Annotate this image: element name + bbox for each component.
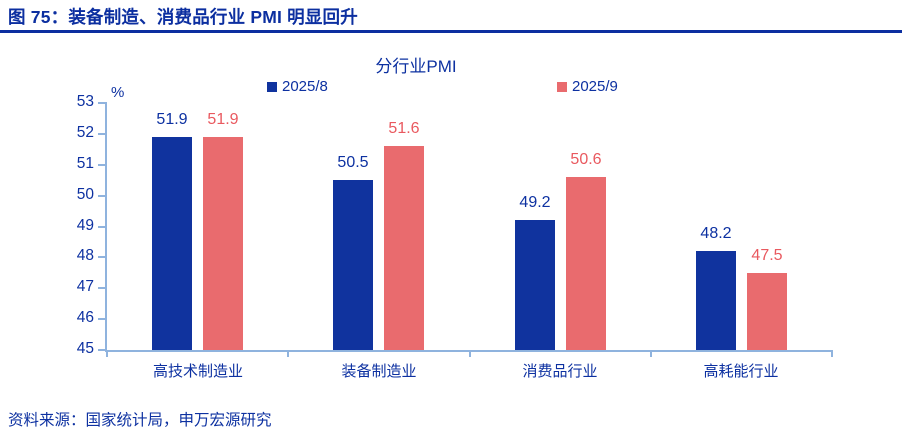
bar-2025/9-装备制造业 xyxy=(384,146,424,350)
bar-value-label-2025/9-消费品行业: 50.6 xyxy=(570,151,602,168)
bar-value-label-2025/9-高耗能行业: 47.5 xyxy=(751,247,783,264)
y-axis-tick-label: 47 xyxy=(76,278,94,296)
legend-swatch-blue-icon xyxy=(267,81,277,92)
legend-item-2025-9: 2025/9 xyxy=(557,78,618,95)
y-axis-tick-label: 50 xyxy=(76,185,94,203)
x-category-label-装备制造业: 装备制造业 xyxy=(341,363,417,380)
y-axis-tick xyxy=(98,287,107,290)
bar-value-label-2025/8-高耗能行业: 48.2 xyxy=(700,225,732,242)
source-note: 资料来源：国家统计局，申万宏源研究 xyxy=(8,412,272,429)
x-category-label-高耗能行业: 高耗能行业 xyxy=(703,363,779,380)
bar-2025/9-高耗能行业 xyxy=(747,273,787,350)
x-axis-tick xyxy=(650,350,652,357)
bar-value-label-2025/8-高技术制造业: 51.9 xyxy=(156,111,188,128)
y-axis-tick-label: 53 xyxy=(76,93,94,110)
bar-2025/8-高耗能行业 xyxy=(696,251,736,350)
bar-2025/9-高技术制造业 xyxy=(203,137,243,350)
y-axis-tick xyxy=(98,256,107,259)
bar-value-label-2025/8-消费品行业: 49.2 xyxy=(519,194,551,211)
legend-swatch-red-icon xyxy=(557,81,567,92)
chart-title: 分行业PMI xyxy=(375,57,457,76)
bar-2025/8-高技术制造业 xyxy=(152,137,192,350)
y-axis-tick-label: 48 xyxy=(76,247,94,265)
legend-item-2025-8: 2025/8 xyxy=(267,78,328,95)
bar-value-label-2025/8-装备制造业: 50.5 xyxy=(337,154,369,171)
figure-title: 图 75：装备制造、消费品行业 PMI 明显回升 xyxy=(8,7,358,27)
plot-area: 45 46 47 48 49 50 51 52 53 51.9 51.9 高技术制造业 50.5 51.6… xyxy=(77,93,833,380)
y-axis-unit-label: % xyxy=(111,84,125,101)
bar-2025/8-消费品行业 xyxy=(515,220,555,350)
title-underline xyxy=(0,30,902,33)
y-axis-tick-label: 49 xyxy=(76,216,94,234)
x-category-label-高技术制造业: 高技术制造业 xyxy=(152,363,243,380)
bar-2025/8-装备制造业 xyxy=(333,180,373,350)
x-category-label-消费品行业: 消费品行业 xyxy=(522,363,598,380)
y-axis-tick xyxy=(98,349,107,351)
x-axis-tick xyxy=(831,350,833,357)
legend-label-2025-9: 2025/9 xyxy=(572,78,618,95)
x-axis-tick xyxy=(106,350,108,357)
x-axis-tick xyxy=(469,350,471,357)
y-axis-tick-label: 51 xyxy=(76,154,94,172)
y-axis-tick-label: 45 xyxy=(76,340,94,357)
bar-2025/9-消费品行业 xyxy=(566,177,606,350)
bar-value-label-2025/9-装备制造业: 51.6 xyxy=(388,120,420,137)
y-axis-tick-label: 46 xyxy=(76,309,94,327)
bar-value-label-2025/9-高技术制造业: 51.9 xyxy=(207,111,239,128)
y-axis-tick xyxy=(98,163,107,166)
y-axis-tick xyxy=(98,318,107,321)
y-axis-tick xyxy=(98,132,107,135)
legend-label-2025-8: 2025/8 xyxy=(282,78,328,95)
x-axis-tick xyxy=(287,350,289,357)
y-axis-tick xyxy=(98,225,107,228)
y-axis-tick xyxy=(98,102,107,104)
y-axis-tick-label: 52 xyxy=(76,123,94,141)
y-axis-tick xyxy=(98,194,107,197)
